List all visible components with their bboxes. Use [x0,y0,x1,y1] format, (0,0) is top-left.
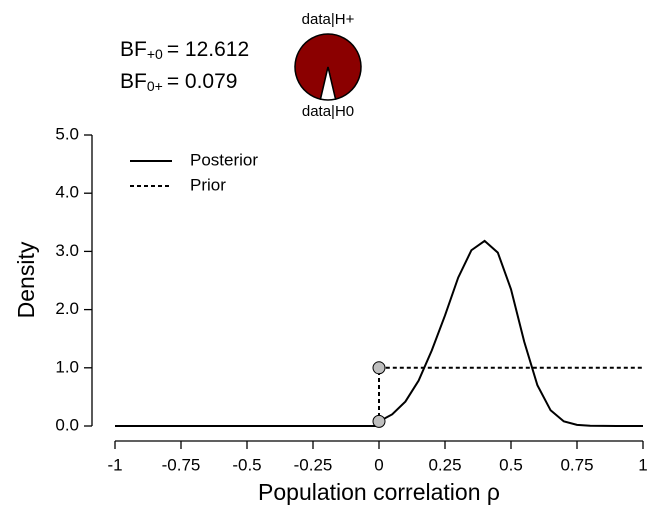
pie-slice [319,66,337,101]
x-tick-label: -1 [107,455,122,474]
legend-label: Posterior [190,150,258,169]
x-tick-label: -0.75 [162,455,201,474]
x-tick-label: 0 [374,455,383,474]
pie-label: data|H+ [302,11,355,28]
point [372,414,386,428]
x-tick-label: 1 [638,455,647,474]
y-tick-label: 5.0 [55,124,79,143]
pie-label: data|H0 [302,103,354,120]
bf-subscript: +0 [147,46,163,62]
bayes-factor: BF+0 = 12.612 [120,38,249,62]
y-axis-title: Density [13,241,39,318]
point [372,361,386,375]
pie-slice [294,33,362,101]
y-tick-label: 0.0 [55,415,79,434]
bf-subscript: 0+ [147,78,163,94]
x-tick-label: -0.25 [294,455,333,474]
series-line [115,239,643,427]
bf-symbol: BF [120,70,147,93]
bf-value: = 12.612 [167,38,249,61]
x-tick-label: 0.25 [428,455,461,474]
x-tick-label: 0.5 [499,455,523,474]
x-tick-label: -0.5 [232,455,261,474]
bayes-factor: BF0+ = 0.079 [120,70,237,94]
y-tick-label: 2.0 [55,299,79,318]
y-tick-label: 3.0 [55,241,79,260]
legend-label: Prior [190,175,226,194]
x-axis-title: Population correlation ρ [258,479,500,505]
y-tick-label: 4.0 [55,183,79,202]
y-tick-label: 1.0 [55,357,79,376]
bf-value: = 0.079 [167,70,238,93]
x-tick-label: 0.75 [560,455,593,474]
bf-symbol: BF [120,38,147,61]
